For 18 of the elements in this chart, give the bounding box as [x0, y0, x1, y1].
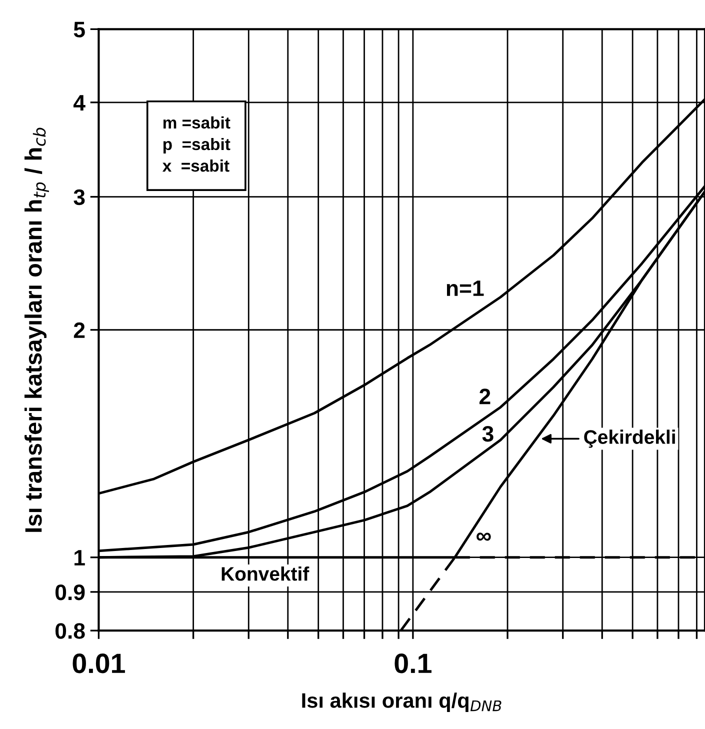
annotation: Konvektif	[222, 566, 310, 581]
annotation: 3	[482, 426, 494, 442]
x-tick-label: 0.1	[394, 654, 432, 674]
x-tick-label: 0.01	[72, 654, 125, 674]
y-tick-label: 2	[74, 322, 85, 338]
y-tick-label: 0.8	[55, 623, 85, 639]
annotation: ∞	[476, 532, 491, 541]
annotation: m =sabit p =sabit x =sabit	[162, 116, 230, 172]
annotation: 2	[480, 388, 490, 404]
y-axis-title: Isı transferi katsayıları oranı h$_{tp}$ / h$_{cb}$	[24, 128, 49, 532]
y-tick-label: 0.9	[55, 584, 85, 600]
y-tick-label: 1	[74, 550, 85, 566]
y-tick-label: 4	[73, 95, 86, 110]
y-tick-label: 5	[74, 22, 85, 38]
annotation: Çekirdekli	[584, 430, 675, 448]
x-axis-title: Isı akısı oranı q/q$_{DNB}$	[302, 692, 502, 712]
annotation: n=1	[446, 280, 484, 296]
y-tick-label: 3	[74, 189, 85, 206]
